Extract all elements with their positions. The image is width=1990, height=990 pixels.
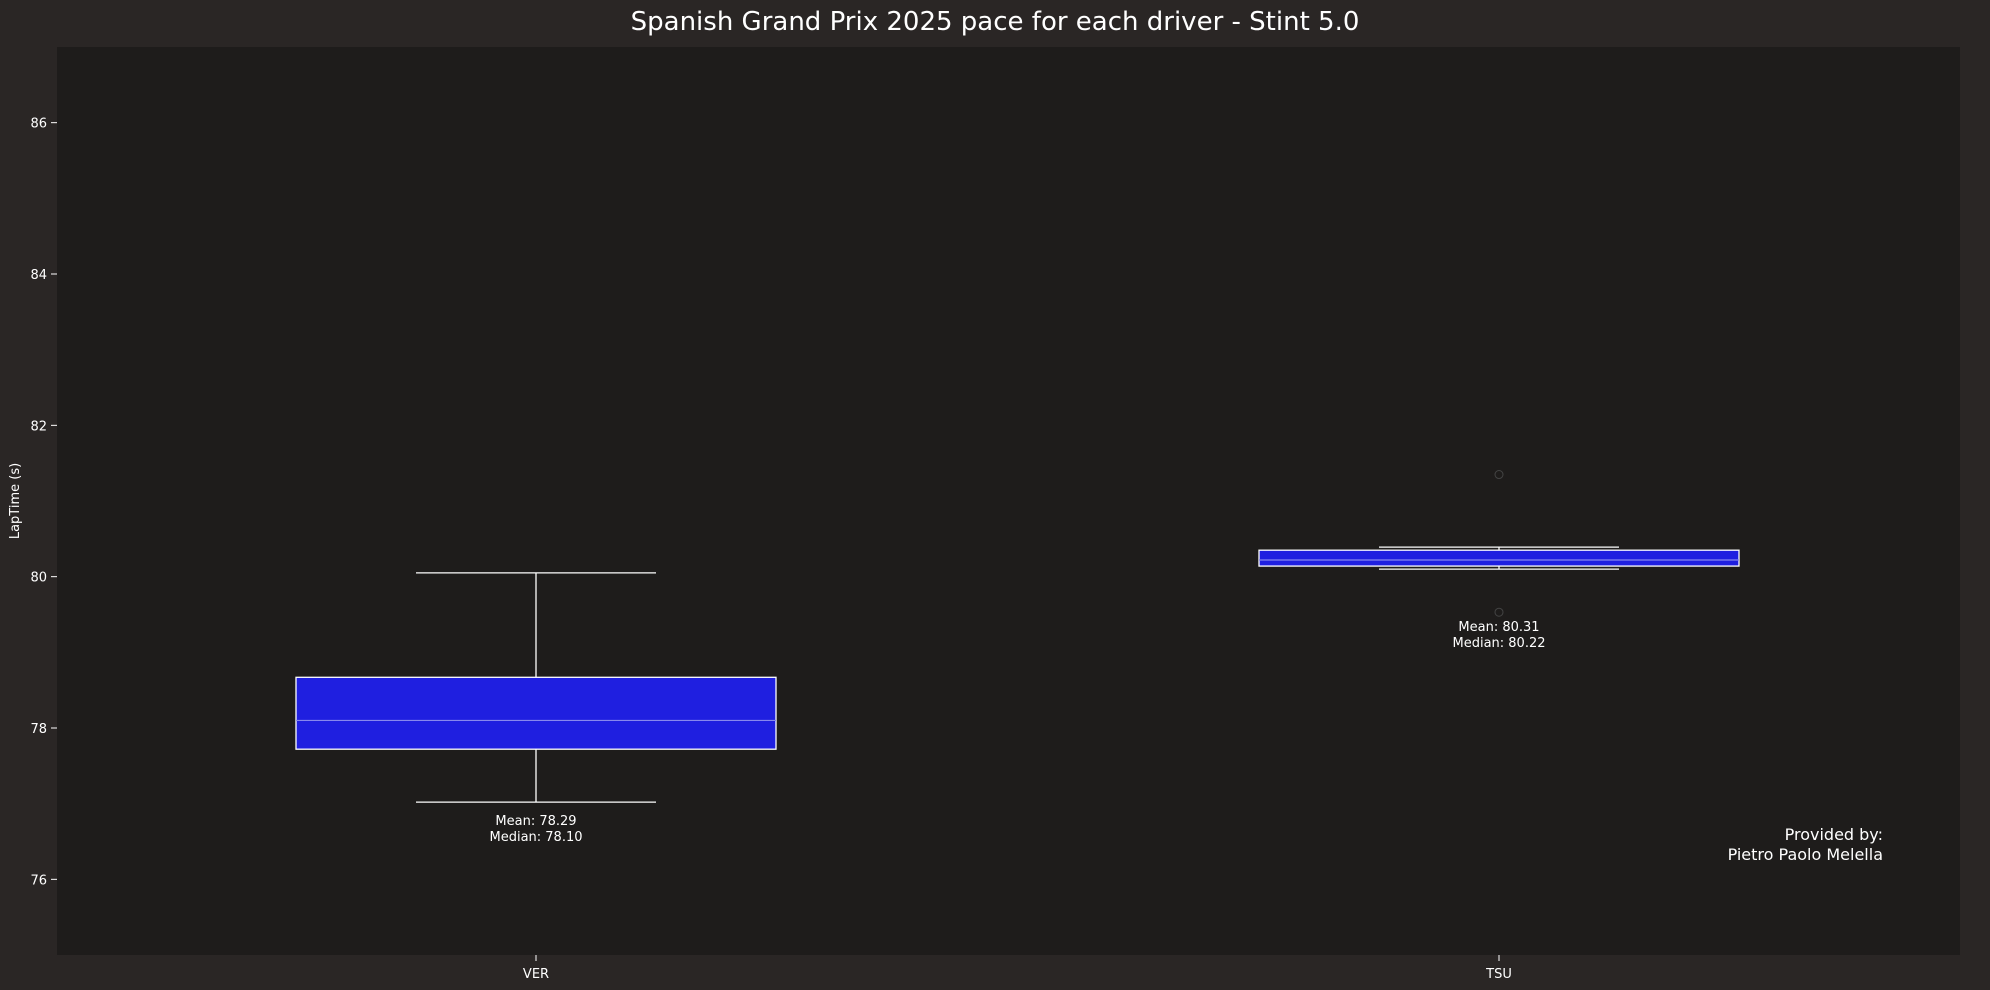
x-tick-label: VER — [523, 967, 549, 982]
plot-area — [57, 47, 1960, 955]
y-tick-label: 86 — [30, 117, 47, 132]
mean-label: Mean: 78.29 — [495, 814, 576, 829]
credit-line: Provided by: — [1785, 825, 1883, 844]
iqr-box — [1258, 549, 1740, 567]
mean-label: Mean: 80.31 — [1458, 620, 1539, 635]
y-axis-label: LapTime (s) — [8, 463, 23, 539]
x-axis: VER TSU — [523, 955, 1512, 982]
y-axis: 76 78 80 82 84 86 — [30, 117, 57, 888]
credit: Provided by:Pietro Paolo Melella — [1728, 825, 1883, 864]
y-tick-label: 84 — [30, 268, 47, 283]
x-tick-label: TSU — [1485, 967, 1512, 982]
outlier-point — [1494, 607, 1504, 617]
median-label: Median: 78.10 — [489, 830, 582, 845]
y-tick-label: 80 — [30, 571, 47, 586]
y-tick-label: 76 — [30, 873, 47, 888]
iqr-box — [295, 676, 777, 750]
median-label: Median: 80.22 — [1452, 636, 1545, 651]
credit-line: Pietro Paolo Melella — [1728, 845, 1883, 864]
chart-title: Spanish Grand Prix 2025 pace for each dr… — [631, 7, 1360, 37]
y-tick-label: 82 — [30, 419, 47, 434]
y-tick-label: 78 — [30, 722, 47, 737]
outlier-point — [1494, 470, 1504, 480]
